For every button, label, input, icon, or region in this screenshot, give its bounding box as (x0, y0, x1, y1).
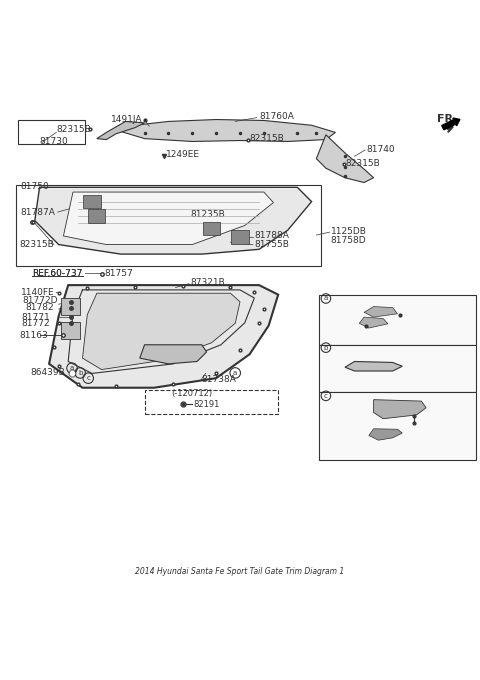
Text: 1125DB: 1125DB (357, 325, 387, 334)
Text: 81210A: 81210A (325, 428, 354, 437)
Text: 1125DB: 1125DB (340, 299, 371, 307)
Text: 1125DA: 1125DA (424, 420, 454, 428)
Text: FR.: FR. (437, 114, 458, 124)
Polygon shape (49, 285, 278, 388)
Text: c: c (86, 375, 90, 381)
Text: 86439B: 86439B (30, 368, 65, 377)
Text: 1249EE: 1249EE (166, 150, 200, 159)
Polygon shape (63, 192, 274, 245)
Polygon shape (364, 307, 397, 317)
Text: 81782: 81782 (25, 303, 54, 312)
Bar (319, 392, 476, 460)
Text: a: a (324, 296, 328, 301)
Text: b: b (78, 370, 82, 376)
FancyArrow shape (442, 118, 460, 130)
Text: b: b (324, 345, 328, 351)
Polygon shape (373, 400, 426, 419)
Bar (319, 294, 476, 345)
Text: 81750: 81750 (21, 182, 49, 191)
Polygon shape (140, 345, 206, 364)
Text: c: c (324, 393, 328, 399)
Text: 1140FE: 1140FE (21, 288, 54, 296)
Text: 81758D: 81758D (331, 236, 366, 245)
Text: 1491JA: 1491JA (111, 115, 142, 124)
Bar (84, 195, 101, 208)
Polygon shape (35, 187, 312, 254)
Text: a: a (233, 370, 237, 376)
Text: 81730: 81730 (39, 137, 68, 146)
Bar (18, 120, 85, 144)
Text: 81230A: 81230A (325, 399, 354, 409)
Text: 2014 Hyundai Santa Fe Sport Tail Gate Trim Diagram 1: 2014 Hyundai Santa Fe Sport Tail Gate Tr… (135, 567, 345, 576)
Bar (61, 298, 80, 316)
Text: 81788A: 81788A (254, 231, 289, 241)
Text: 82315B: 82315B (250, 134, 284, 143)
Bar (144, 390, 278, 414)
Polygon shape (345, 362, 402, 371)
Bar (203, 222, 220, 235)
Bar (61, 322, 80, 339)
Text: 81235B: 81235B (190, 211, 225, 220)
Text: 81738C: 81738C (321, 316, 350, 324)
Text: 81772D: 81772D (23, 296, 59, 305)
Text: 81163: 81163 (20, 330, 48, 340)
Text: 82191: 82191 (194, 400, 220, 409)
Text: (-120712): (-120712) (171, 390, 212, 398)
Polygon shape (97, 122, 144, 139)
Bar (88, 209, 106, 222)
Text: 81456C: 81456C (333, 415, 362, 424)
Text: 81771: 81771 (22, 313, 50, 322)
Text: a: a (70, 365, 74, 371)
Text: 82315B: 82315B (345, 159, 380, 168)
Text: 81739: 81739 (426, 307, 450, 316)
Text: 81738A: 81738A (202, 375, 237, 384)
Text: REF.60-737: REF.60-737 (33, 269, 83, 277)
Text: 82315B: 82315B (20, 240, 54, 249)
Text: 81755B: 81755B (254, 240, 289, 249)
Text: 1125DB: 1125DB (331, 226, 367, 236)
Polygon shape (369, 429, 402, 440)
Polygon shape (116, 120, 336, 141)
Text: 81787A: 81787A (21, 207, 55, 217)
Text: 81260B: 81260B (355, 345, 387, 354)
Text: 81757: 81757 (104, 269, 133, 277)
Bar (16, 185, 321, 266)
Polygon shape (316, 135, 373, 182)
Text: 81740: 81740 (366, 145, 395, 154)
Bar (231, 231, 249, 243)
Text: 81772: 81772 (22, 319, 50, 328)
Text: 82315B: 82315B (56, 125, 91, 134)
Text: 87321B: 87321B (190, 278, 225, 287)
Polygon shape (83, 293, 240, 370)
Polygon shape (360, 317, 388, 328)
Text: REF.60-737: REF.60-737 (33, 269, 83, 277)
Bar (319, 345, 476, 392)
Text: 81760A: 81760A (259, 112, 294, 121)
